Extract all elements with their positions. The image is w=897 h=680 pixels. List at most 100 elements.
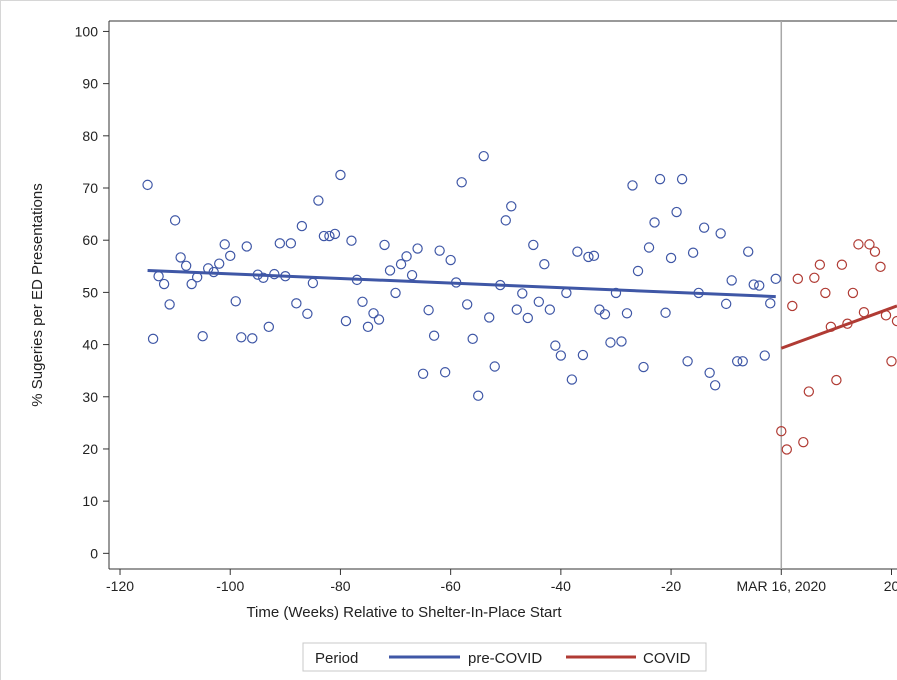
data-point-covid bbox=[787, 300, 798, 312]
data-point-pre-covid bbox=[561, 287, 572, 299]
y-tick-label: 90 bbox=[82, 76, 98, 92]
data-point-pre-covid bbox=[484, 312, 495, 323]
data-point-covid bbox=[880, 310, 892, 321]
x-tick-label: -60 bbox=[441, 578, 461, 594]
data-point-covid bbox=[847, 287, 859, 299]
data-point-pre-covid bbox=[528, 239, 539, 251]
data-point-pre-covid bbox=[649, 217, 660, 228]
data-point-pre-covid bbox=[704, 367, 715, 378]
data-point-pre-covid bbox=[313, 195, 324, 206]
data-point-pre-covid bbox=[274, 238, 286, 249]
data-point-pre-covid bbox=[698, 222, 710, 233]
legend-label-covid: COVID bbox=[643, 650, 691, 667]
data-point-pre-covid bbox=[715, 228, 726, 239]
data-point-covid bbox=[831, 374, 842, 386]
data-point-pre-covid bbox=[175, 252, 186, 263]
data-point-covid bbox=[869, 246, 881, 257]
y-tick-label: 10 bbox=[82, 493, 98, 509]
y-tick-label: 60 bbox=[82, 232, 98, 248]
data-point-pre-covid bbox=[709, 380, 721, 391]
y-ticks: 0 10 20 30 40 50 60 70 80 90 100 bbox=[75, 23, 109, 561]
data-point-pre-covid bbox=[302, 308, 313, 319]
data-point-pre-covid bbox=[197, 331, 208, 342]
x-axis-title: Time (Weeks) Relative to Shelter-In-Plac… bbox=[246, 604, 562, 621]
data-point-pre-covid bbox=[147, 333, 159, 345]
data-point-pre-covid bbox=[169, 215, 181, 226]
data-point-pre-covid bbox=[241, 241, 252, 252]
fit-line-covid bbox=[780, 304, 897, 350]
data-point-pre-covid bbox=[368, 308, 379, 319]
data-point-pre-covid bbox=[638, 361, 649, 373]
data-point-covid bbox=[820, 287, 831, 299]
y-tick-label: 0 bbox=[90, 545, 98, 561]
x-tick-label: MAR 16, 2020 bbox=[737, 578, 827, 594]
data-point-pre-covid bbox=[550, 340, 561, 351]
data-point-pre-covid bbox=[340, 315, 352, 327]
data-point-pre-covid bbox=[566, 374, 578, 385]
data-point-pre-covid bbox=[737, 356, 748, 367]
data-point-pre-covid bbox=[720, 298, 732, 310]
data-point-covid bbox=[792, 273, 804, 285]
y-tick-label: 80 bbox=[82, 128, 98, 144]
x-ticks: -120 -100 -80 -60 -40 -20 MAR 16, 2020 20 bbox=[106, 569, 897, 594]
data-point-pre-covid bbox=[395, 259, 407, 270]
data-point-pre-covid bbox=[533, 296, 545, 307]
x-tick-label: -100 bbox=[216, 578, 244, 594]
data-point-pre-covid bbox=[671, 206, 682, 218]
data-point-covid bbox=[776, 426, 787, 437]
data-point-pre-covid bbox=[693, 287, 704, 299]
data-point-pre-covid bbox=[572, 246, 583, 257]
data-point-pre-covid bbox=[621, 308, 633, 319]
fit-line-pre-covid bbox=[147, 268, 776, 299]
data-point-pre-covid bbox=[577, 349, 589, 361]
plot-area bbox=[142, 21, 897, 569]
data-point-pre-covid bbox=[627, 180, 638, 191]
data-point-pre-covid bbox=[439, 367, 451, 378]
fit-lines bbox=[147, 268, 897, 350]
legend-title: Period bbox=[315, 650, 358, 667]
data-point-pre-covid bbox=[754, 280, 765, 291]
data-point-pre-covid bbox=[379, 239, 390, 251]
x-tick-label: -120 bbox=[106, 578, 134, 594]
data-point-pre-covid bbox=[351, 274, 363, 286]
legend-box bbox=[302, 642, 707, 672]
data-point-pre-covid bbox=[461, 299, 473, 310]
data-point-pre-covid bbox=[285, 238, 297, 249]
data-point-pre-covid bbox=[605, 337, 616, 348]
data-point-pre-covid bbox=[384, 265, 396, 276]
data-point-pre-covid bbox=[252, 269, 263, 280]
data-point-pre-covid bbox=[225, 250, 236, 262]
data-point-pre-covid bbox=[660, 307, 671, 318]
data-point-pre-covid bbox=[258, 272, 269, 283]
data-point-pre-covid bbox=[765, 298, 776, 309]
data-point-pre-covid bbox=[478, 150, 489, 162]
data-point-pre-covid bbox=[445, 254, 456, 266]
data-point-pre-covid bbox=[511, 304, 522, 315]
data-point-pre-covid bbox=[632, 265, 644, 277]
data-point-pre-covid bbox=[219, 239, 230, 250]
data-point-covid bbox=[853, 239, 864, 250]
y-tick-label: 30 bbox=[82, 389, 98, 405]
data-point-pre-covid bbox=[263, 321, 275, 333]
data-point-pre-covid bbox=[329, 228, 341, 240]
x-tick-label: -20 bbox=[661, 578, 681, 594]
data-point-pre-covid bbox=[390, 287, 401, 299]
data-point-pre-covid bbox=[202, 263, 214, 274]
data-point-covid bbox=[842, 318, 853, 329]
data-point-pre-covid bbox=[748, 279, 759, 290]
data-point-pre-covid bbox=[230, 296, 241, 307]
data-point-covid bbox=[825, 321, 837, 333]
data-point-pre-covid bbox=[247, 333, 258, 344]
data-point-pre-covid bbox=[583, 251, 594, 263]
y-tick-label: 20 bbox=[82, 441, 98, 457]
data-point-pre-covid bbox=[357, 296, 368, 307]
data-point-pre-covid bbox=[456, 177, 467, 188]
data-point-pre-covid bbox=[726, 275, 737, 286]
data-point-pre-covid bbox=[473, 390, 484, 401]
data-point-pre-covid bbox=[544, 304, 556, 315]
y-tick-label: 70 bbox=[82, 180, 98, 196]
data-point-pre-covid bbox=[153, 271, 164, 282]
data-point-pre-covid bbox=[318, 230, 330, 242]
data-point-pre-covid bbox=[406, 269, 418, 281]
